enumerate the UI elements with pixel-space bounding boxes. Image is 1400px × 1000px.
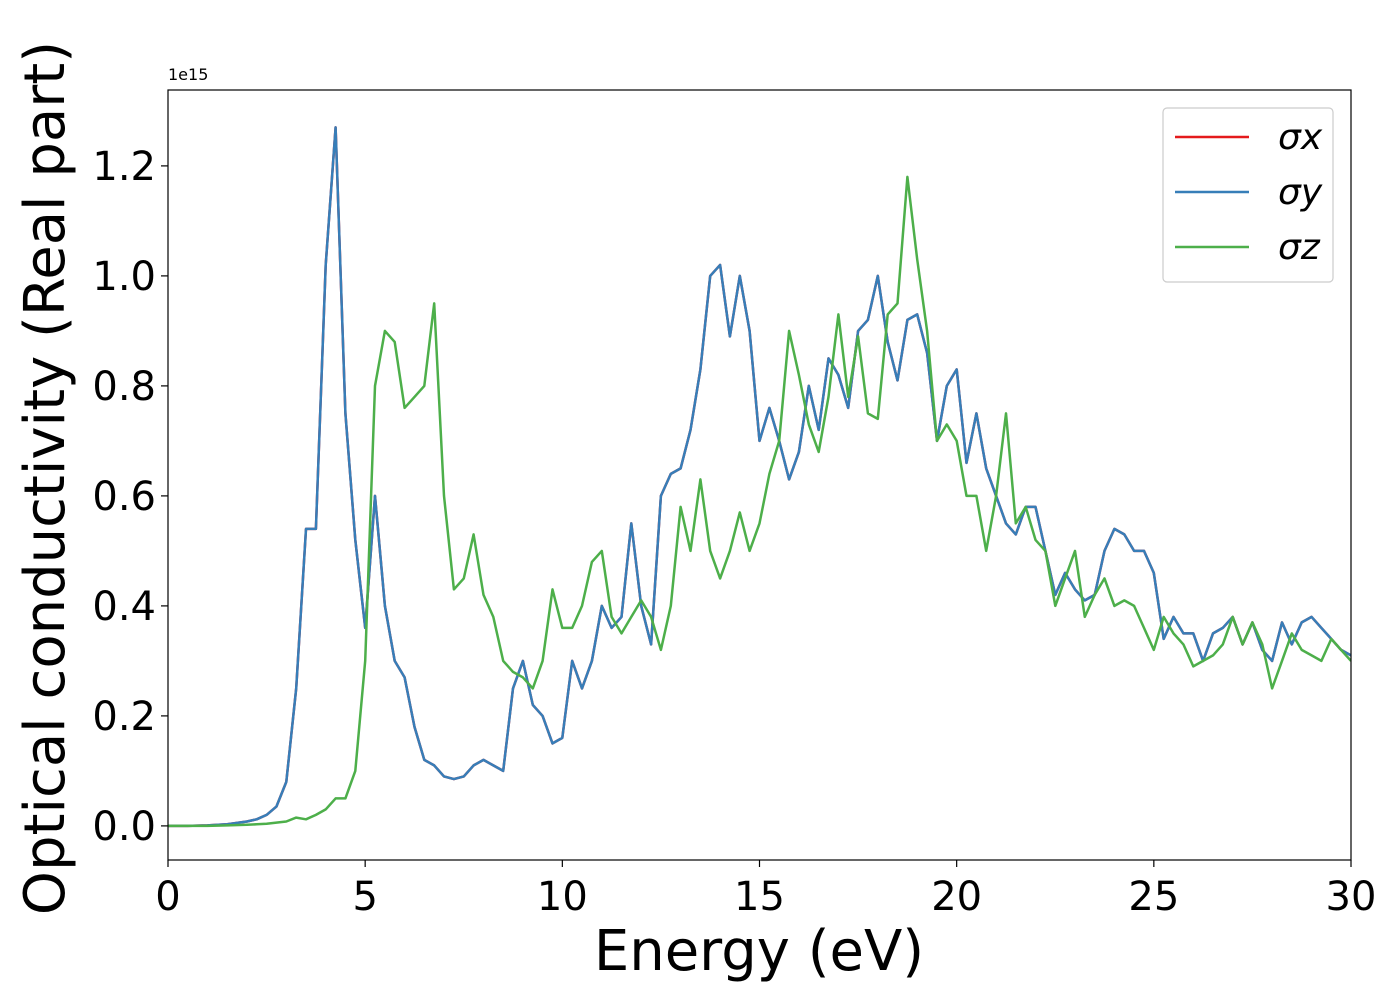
x-tick-label: 25 <box>1128 874 1179 920</box>
x-tick-label: 15 <box>734 874 785 920</box>
y-tick-label: 1.2 <box>92 144 156 190</box>
y-tick-label: 1.0 <box>92 254 156 300</box>
plot-frame <box>167 89 1352 861</box>
y-tick-label: 0.6 <box>92 474 156 520</box>
legend-box <box>1162 107 1334 283</box>
y-tick-label: 0.4 <box>92 584 156 630</box>
y-tick-label: 0.2 <box>92 694 156 740</box>
series-line <box>168 175 1351 828</box>
legend-label: σx <box>1278 117 1323 158</box>
y-tick-label: 0.8 <box>92 364 156 410</box>
x-axis-label: Energy (eV) <box>594 919 924 984</box>
legend-label: σz <box>1278 227 1321 268</box>
y-offset-text: 1e15 <box>168 65 208 84</box>
legend-label: σy <box>1278 172 1323 213</box>
x-tick-label: 10 <box>537 874 588 920</box>
x-tick-label: 20 <box>931 874 982 920</box>
y-tick-label: 0.0 <box>92 804 156 850</box>
y-axis-label: Optical conductivity (Real part) <box>13 41 78 915</box>
x-tick-label: 0 <box>155 874 180 920</box>
x-tick-label: 30 <box>1326 874 1377 920</box>
x-tick-label: 5 <box>352 874 377 920</box>
